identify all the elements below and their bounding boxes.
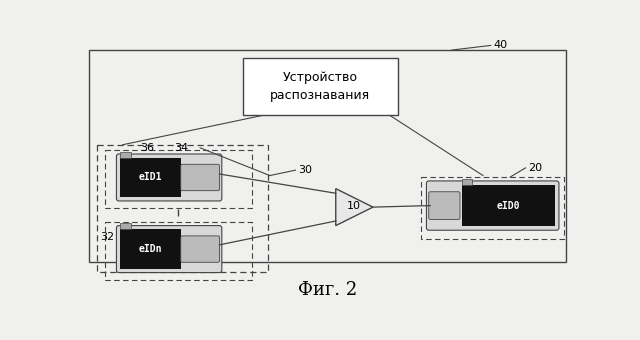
Polygon shape [336,189,373,226]
FancyBboxPatch shape [426,181,559,230]
Text: Устройство
распознавания: Устройство распознавания [270,71,371,102]
Bar [243,58,397,116]
FancyBboxPatch shape [180,236,220,262]
Bar [461,178,472,185]
Bar [120,152,131,158]
Bar [461,185,555,226]
Bar [97,145,268,272]
Text: Фиг. 2: Фиг. 2 [298,280,358,299]
Text: 36: 36 [140,143,154,153]
Text: 40: 40 [494,40,508,50]
Text: 34: 34 [175,143,189,153]
Text: 30: 30 [298,165,312,175]
Text: eID0: eID0 [497,201,520,210]
Bar [105,222,252,279]
FancyBboxPatch shape [116,154,222,201]
Bar [120,230,180,269]
Text: 10: 10 [347,201,360,210]
Bar [120,223,131,230]
FancyBboxPatch shape [116,226,222,273]
Text: eID1: eID1 [139,172,163,183]
Bar [421,177,564,239]
Bar [120,158,180,197]
Text: 20: 20 [528,163,542,173]
Bar [105,150,252,208]
Text: 32: 32 [100,232,115,242]
Text: eIDn: eIDn [139,244,163,254]
Bar [90,50,566,262]
FancyBboxPatch shape [429,192,460,219]
FancyBboxPatch shape [180,164,220,191]
